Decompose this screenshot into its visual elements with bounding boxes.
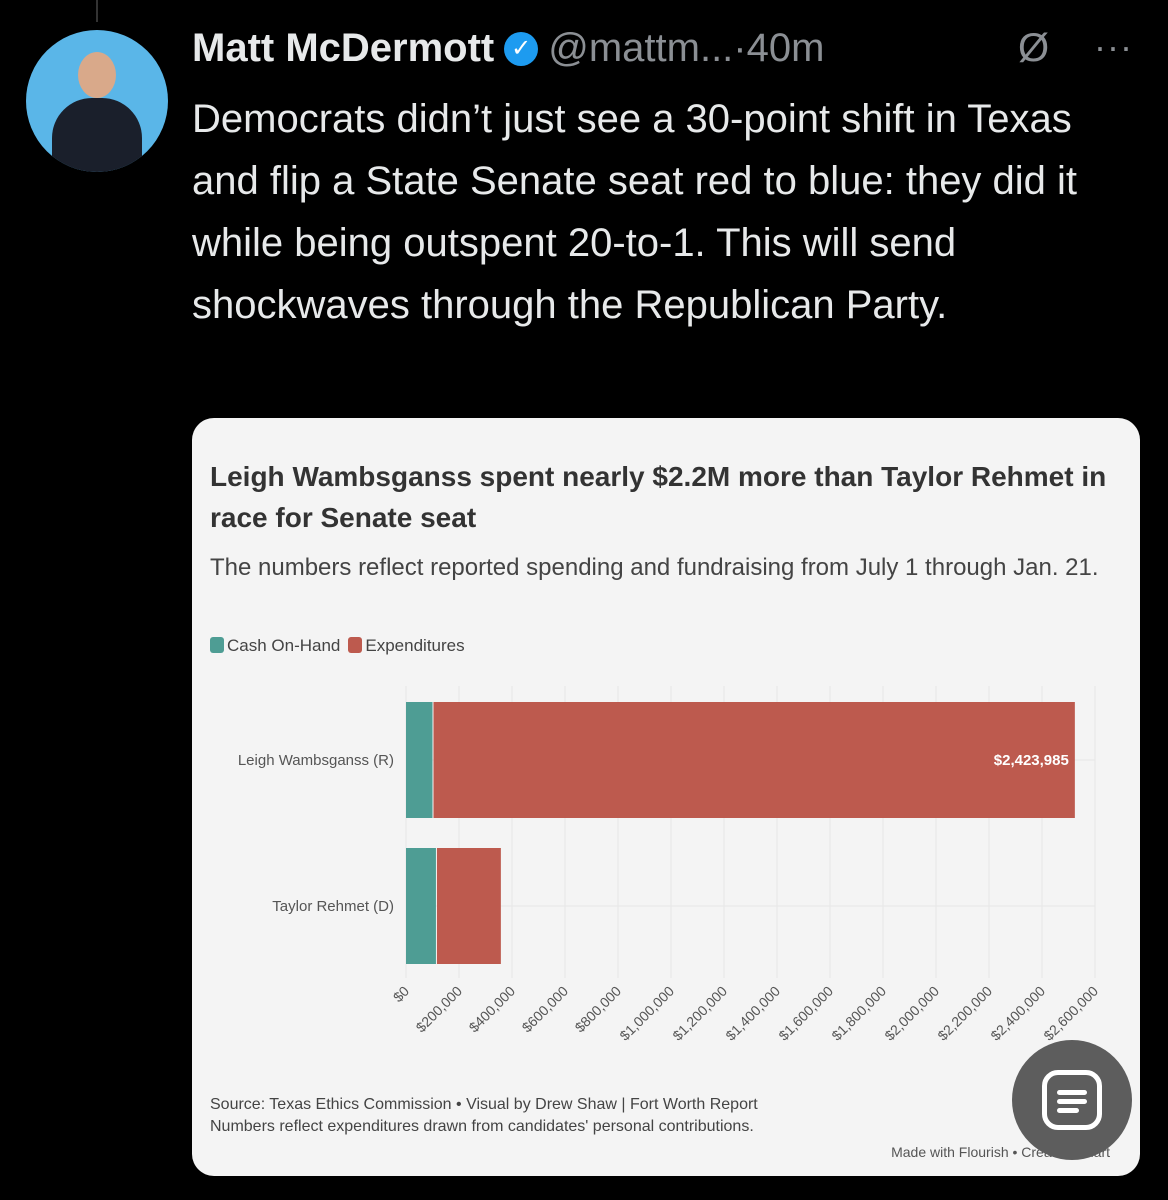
x-tick-label: $2,600,000: [1040, 983, 1101, 1044]
x-tick-label: $2,000,000: [881, 983, 942, 1044]
note-text: Numbers reflect expenditures drawn from …: [210, 1118, 754, 1135]
x-tick-label: $2,400,000: [987, 983, 1048, 1044]
x-tick-label: $0: [390, 983, 412, 1005]
tweet-header: Matt McDermott ✓ @mattm... · 40m: [192, 26, 824, 71]
x-tick-label: $600,000: [519, 983, 572, 1036]
thread-line: [96, 0, 98, 22]
author-handle[interactable]: @mattm...: [548, 26, 734, 70]
x-tick-label: $1,600,000: [775, 983, 836, 1044]
avatar-head: [78, 52, 116, 98]
x-tick-label: $1,200,000: [669, 983, 730, 1044]
source-text: Source: Texas Ethics Commission • Visual…: [210, 1096, 758, 1113]
legend-swatch: [348, 637, 363, 653]
x-tick-label: $800,000: [572, 983, 625, 1036]
bar-cash-on-hand: [406, 702, 433, 818]
x-tick-label: $1,800,000: [828, 983, 889, 1044]
category-label: Leigh Wambsganss (R): [238, 752, 394, 769]
lens-button[interactable]: [1012, 1040, 1132, 1160]
chart-subtitle: The numbers reflect reported spending an…: [210, 554, 1099, 581]
lens-line: [1057, 1108, 1079, 1113]
x-tick-label: $400,000: [466, 983, 519, 1036]
lens-line: [1057, 1090, 1087, 1095]
legend: Cash On-Hand Expenditures: [210, 636, 465, 656]
bar-chart: $0 $200,000 $400,000 $600,000 $800,000$1,000…: [238, 686, 1101, 1044]
tweet-text: Democrats didn’t just see a 30-point shi…: [192, 97, 1078, 327]
x-tick-label: $2,200,000: [934, 983, 995, 1044]
chart-card[interactable]: Leigh Wambsganss spent nearly $2.2M more…: [192, 418, 1140, 1176]
bar-expenditures: [433, 702, 1075, 818]
legend-swatch: [210, 637, 224, 653]
avatar-body: [52, 98, 142, 172]
author-name[interactable]: Matt McDermott: [192, 26, 495, 70]
separator: ·: [733, 26, 747, 70]
x-tick-label: $1,400,000: [722, 983, 783, 1044]
source-note: Source: Texas Ethics Commission • Visual…: [210, 1094, 758, 1138]
more-options-icon[interactable]: ···: [1094, 26, 1133, 67]
legend-item-cash: Cash On-Hand: [210, 636, 340, 656]
avatar[interactable]: [26, 30, 168, 172]
legend-label: Expenditures: [365, 636, 465, 655]
bar-expenditures: [436, 848, 501, 964]
chart-title: Leigh Wambsganss spent nearly $2.2M more…: [210, 461, 1107, 533]
grok-icon[interactable]: Ø: [1018, 26, 1050, 70]
legend-label: Cash On-Hand: [227, 636, 341, 655]
legend-item-expenditures: Expenditures: [348, 636, 465, 656]
x-tick-label: $1,000,000: [616, 983, 677, 1044]
data-label: $2,423,985: [994, 752, 1069, 769]
bar-cash-on-hand: [406, 848, 436, 964]
verified-badge-icon: ✓: [504, 31, 539, 66]
x-tick-label: $200,000: [413, 983, 466, 1036]
category-label: Taylor Rehmet (D): [272, 898, 394, 915]
lens-icon: [1042, 1070, 1102, 1130]
lens-line: [1057, 1099, 1087, 1104]
timestamp[interactable]: 40m: [746, 26, 825, 70]
